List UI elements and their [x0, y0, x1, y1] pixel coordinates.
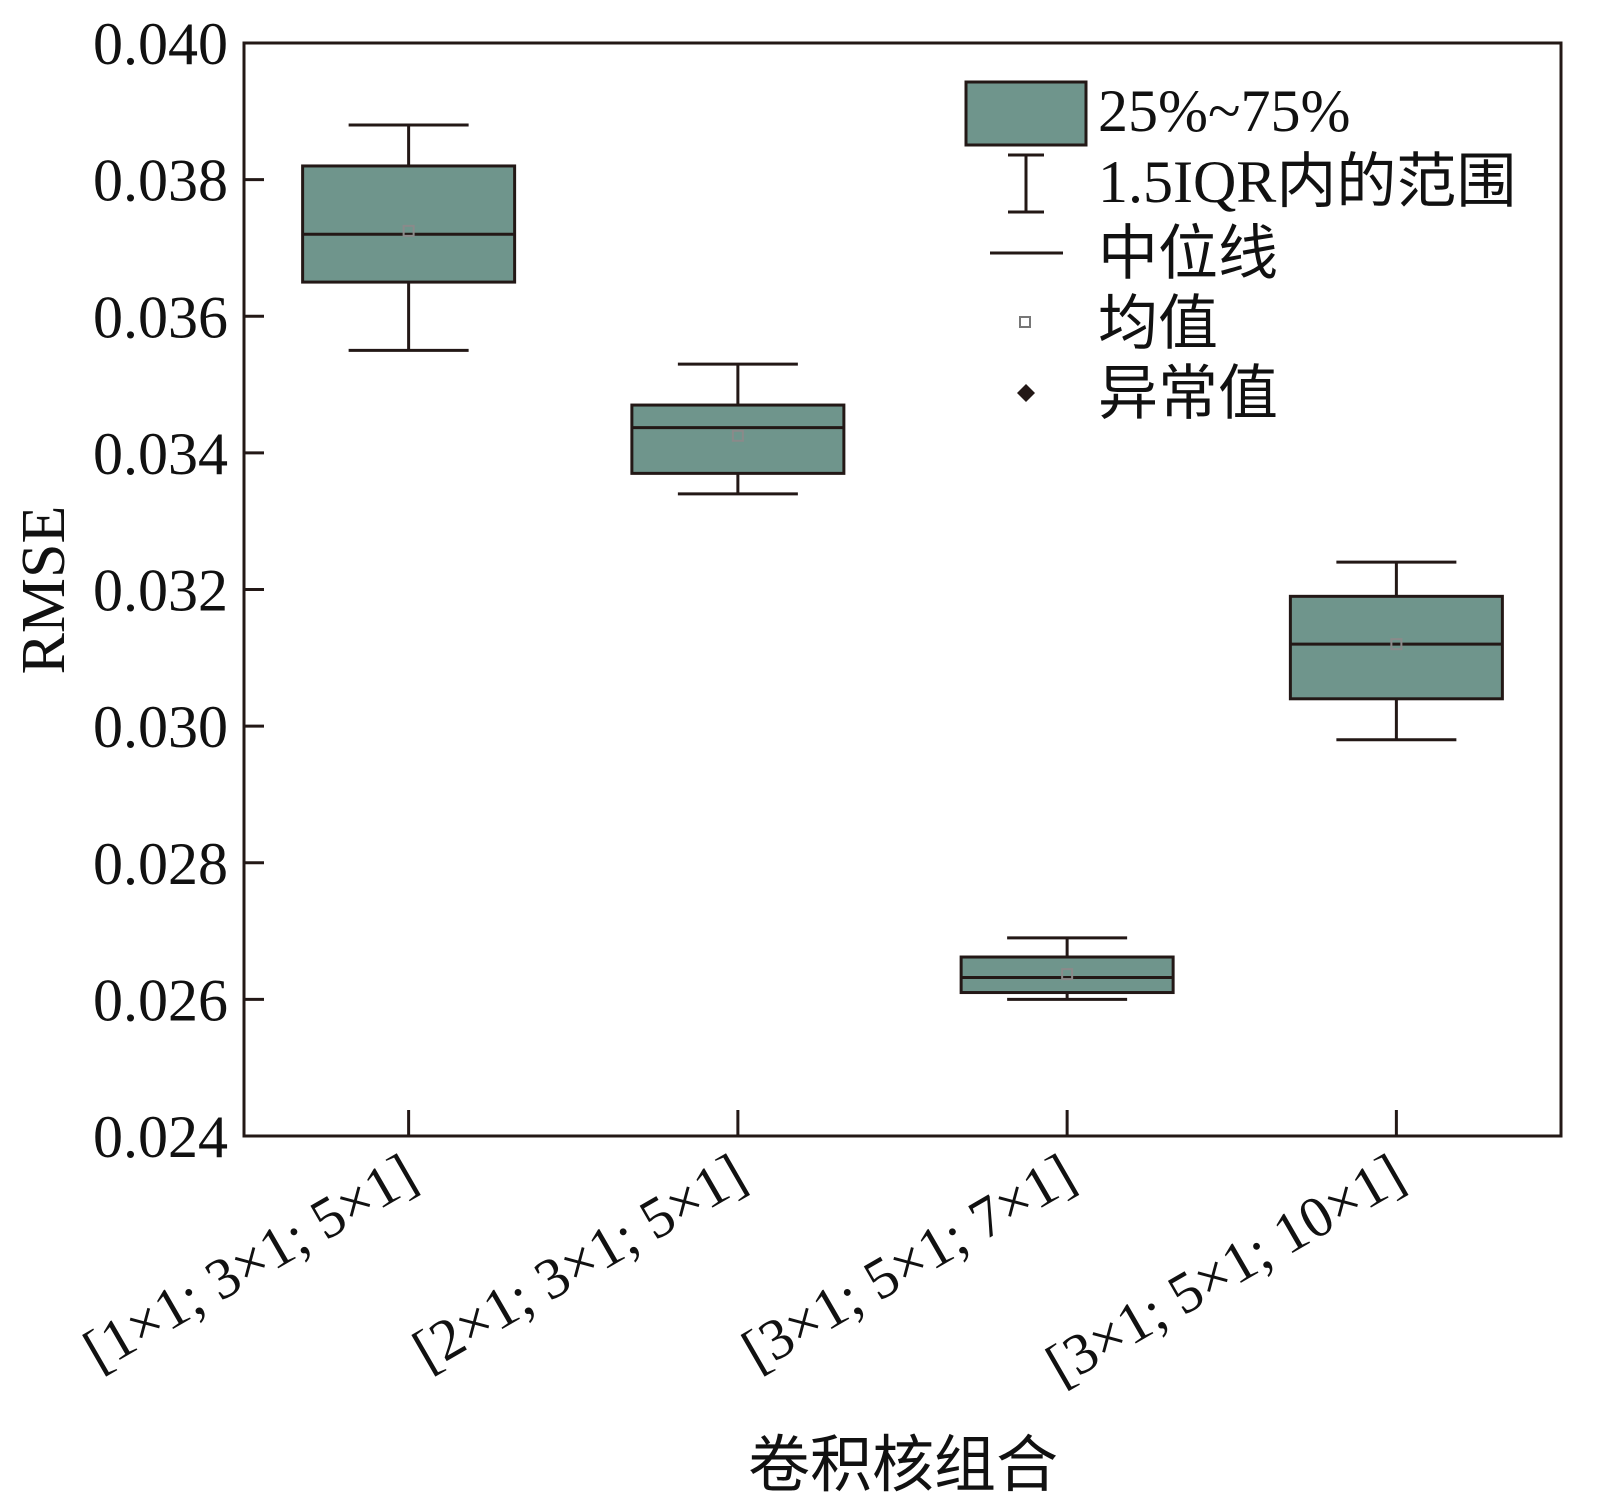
iqr-box [301, 164, 517, 284]
legend: 25%~75% 1.5IQR内的范围 中位线 均值 异常值 [964, 78, 1516, 427]
box-plot-1 [301, 123, 517, 352]
legend-median-label: 中位线 [1098, 221, 1278, 287]
x-category-label: [1×1; 3×1; 5×1] [72, 1141, 427, 1383]
x-axis: [1×1; 3×1; 5×1][2×1; 3×1; 5×1][3×1; 5×1;… [72, 1110, 1415, 1398]
y-tick-label: 0.030 [93, 694, 228, 760]
legend-box-label: 25%~75% [1098, 78, 1350, 144]
legend-mean-label: 均值 [1098, 291, 1218, 357]
y-tick-label: 0.028 [93, 831, 228, 897]
iqr-box [959, 955, 1175, 995]
legend-outlier-symbol [1017, 384, 1035, 402]
iqr-box [630, 403, 846, 475]
x-category-label: [2×1; 3×1; 5×1] [402, 1141, 757, 1383]
boxes [301, 123, 1504, 1001]
box-plot-3 [959, 936, 1175, 1001]
x-axis-title: 卷积核组合 [748, 1432, 1058, 1500]
box-plot-2 [630, 362, 846, 496]
y-tick-label: 0.032 [93, 558, 228, 624]
legend-mean-symbol [1019, 316, 1031, 328]
box-plot-4 [1288, 560, 1504, 742]
mean-marker [402, 224, 415, 237]
y-tick-label: 0.036 [93, 284, 228, 350]
mean-marker [1061, 968, 1074, 981]
y-tick-label: 0.038 [93, 148, 228, 214]
legend-whisker-label: 1.5IQR内的范围 [1098, 149, 1516, 215]
legend-box-swatch [964, 80, 1088, 147]
mean-marker [1390, 638, 1403, 651]
x-category-label: [3×1; 5×1; 10×1] [1035, 1141, 1415, 1398]
y-tick-label: 0.034 [93, 421, 228, 487]
y-tick-label: 0.040 [93, 11, 228, 77]
y-tick-label: 0.026 [93, 967, 228, 1033]
legend-outlier-label: 异常值 [1098, 361, 1278, 427]
x-category-label: [3×1; 5×1; 7×1] [731, 1141, 1086, 1383]
mean-marker [731, 429, 744, 442]
legend-whisker-symbol [1008, 153, 1044, 214]
y-axis-title: RMSE [10, 506, 78, 675]
y-axis: 0.024 0.026 0.028 0.030 0.032 0.034 0.036 0.038… [93, 11, 264, 1170]
y-tick-label: 0.024 [93, 1104, 228, 1170]
iqr-box [1288, 594, 1504, 701]
